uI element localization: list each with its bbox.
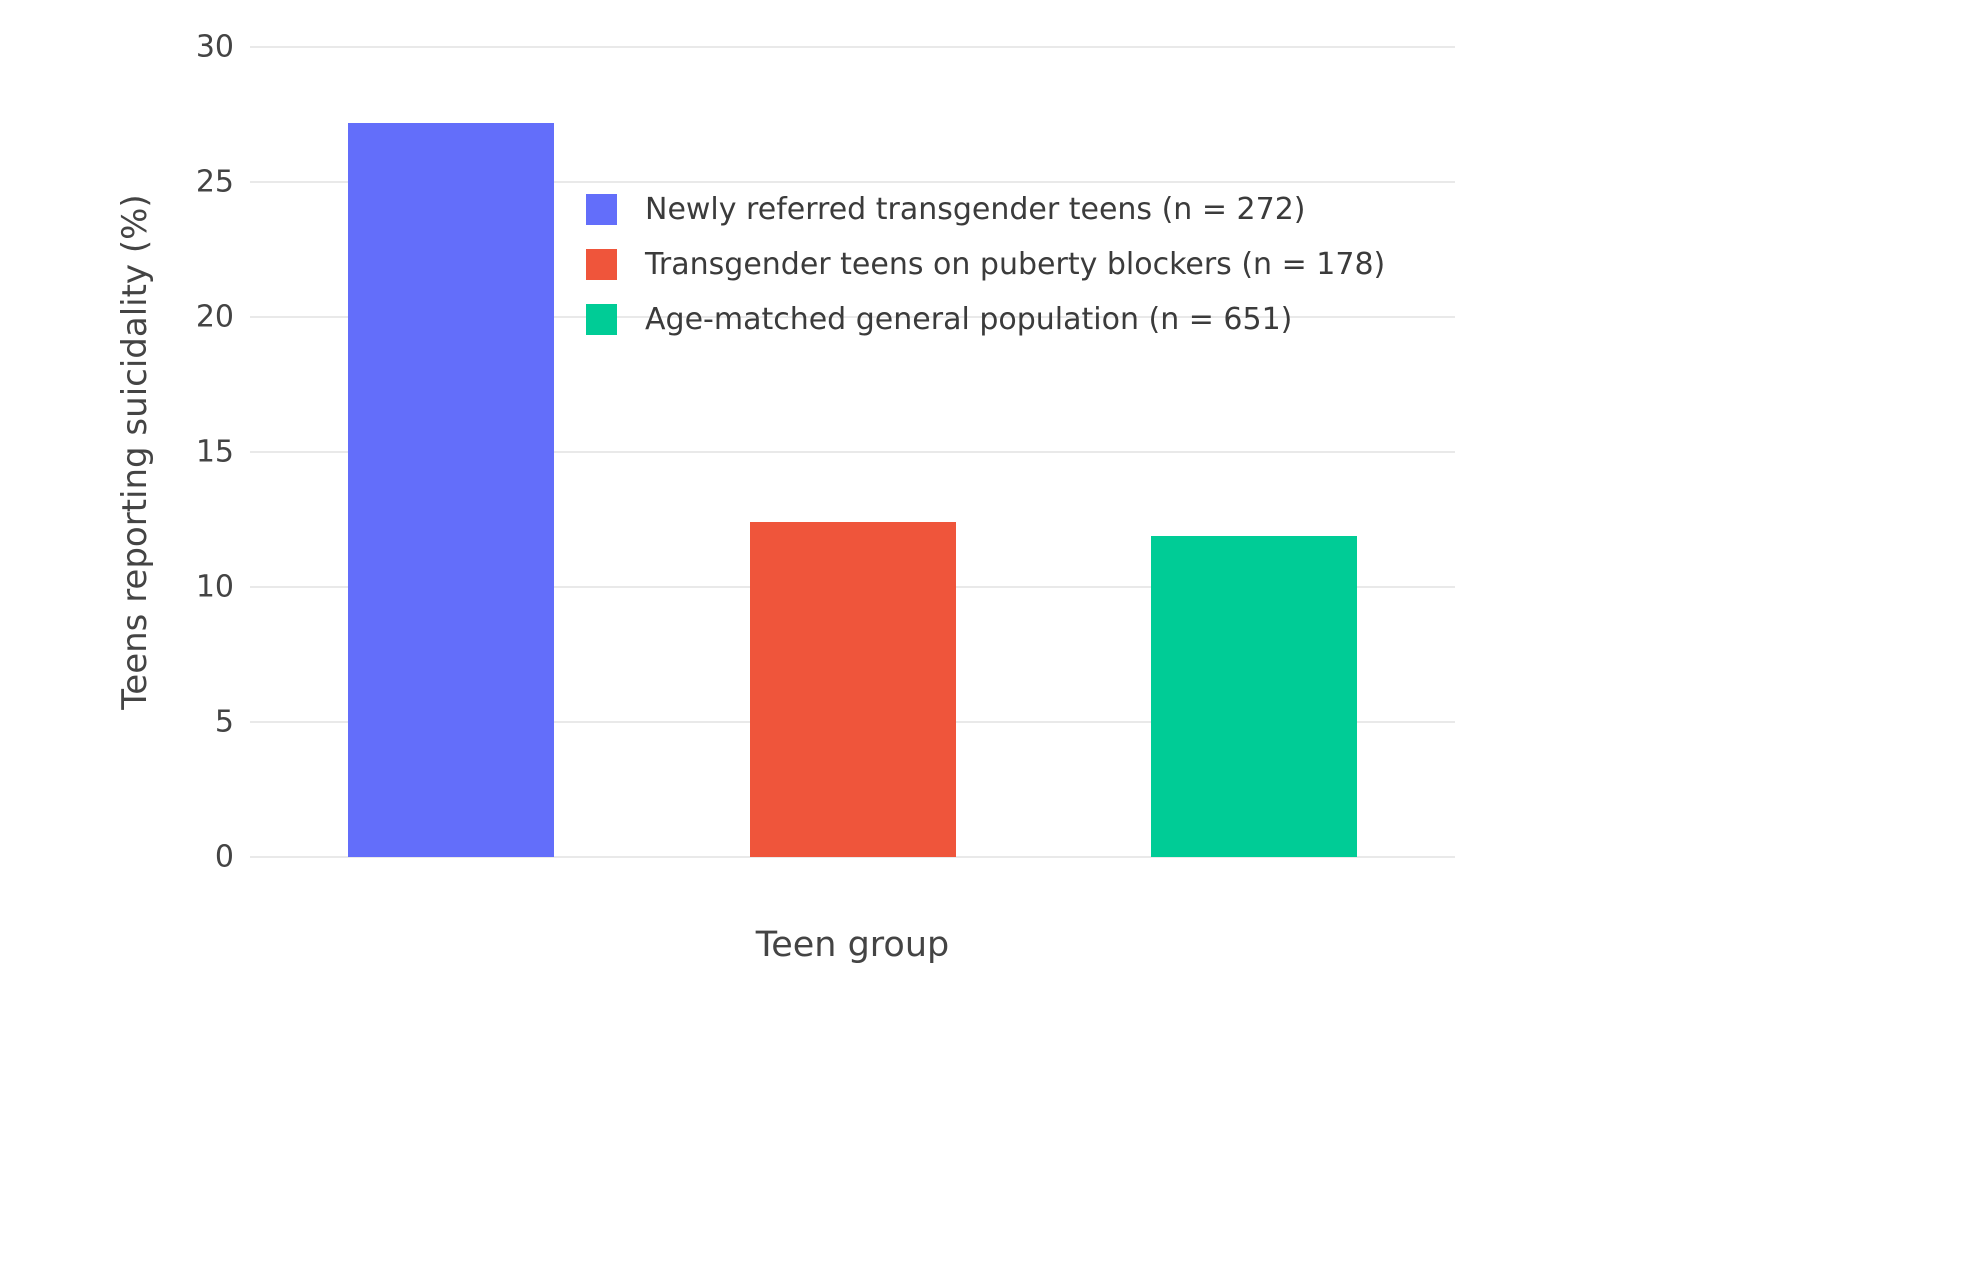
gridline: [250, 856, 1455, 858]
legend-item-3[interactable]: Age-matched general population (n = 651): [586, 302, 1385, 337]
legend-item-1[interactable]: Newly referred transgender teens (n = 27…: [586, 192, 1385, 227]
legend-label: Transgender teens on puberty blockers (n…: [645, 247, 1386, 282]
y-tick-label: 20: [195, 299, 234, 335]
y-tick-label: 0: [214, 839, 234, 875]
legend-swatch-icon: [586, 194, 617, 225]
bar-3: [1151, 535, 1358, 857]
gridline: [250, 181, 1455, 183]
legend-label: Newly referred transgender teens (n = 27…: [645, 192, 1306, 227]
y-tick-label: 30: [195, 29, 234, 65]
y-axis-title: Teens reporting suicidality (%): [115, 194, 155, 710]
x-axis-title: Teen group: [755, 925, 950, 965]
y-tick-label: 25: [195, 164, 234, 200]
bar-2: [749, 522, 956, 857]
gridline: [250, 46, 1455, 48]
legend: Newly referred transgender teens (n = 27…: [586, 192, 1385, 337]
y-tick-label: 5: [214, 704, 234, 740]
y-tick-label: 15: [195, 434, 234, 470]
legend-item-2[interactable]: Transgender teens on puberty blockers (n…: [586, 247, 1385, 282]
gridline: [250, 451, 1455, 453]
y-tick-label: 10: [195, 569, 234, 605]
legend-swatch-icon: [586, 249, 617, 280]
legend-label: Age-matched general population (n = 651): [645, 302, 1293, 337]
bar-1: [347, 122, 554, 857]
legend-swatch-icon: [586, 304, 617, 335]
gridline: [250, 316, 1455, 318]
